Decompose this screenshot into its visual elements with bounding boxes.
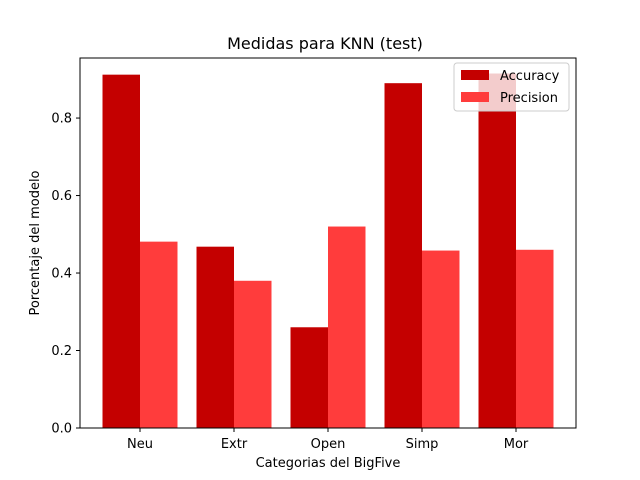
- y-tick-label-4: 0.8: [51, 112, 72, 127]
- x-tick-label-mor: Mor: [504, 437, 529, 452]
- y-tick-label-2: 0.4: [51, 267, 72, 282]
- bars-group: [102, 73, 554, 429]
- legend: Accuracy Precision: [453, 62, 570, 112]
- x-tick-label-extr: Extr: [221, 437, 248, 452]
- bar-accuracy-extr: [196, 246, 234, 428]
- y-tick-label-0: 0.0: [51, 422, 72, 437]
- legend-label-precision: Precision: [500, 91, 558, 106]
- x-axis-label: Categorias del BigFive: [256, 456, 401, 471]
- y-tick-label-1: 0.2: [51, 344, 72, 359]
- bar-precision-open: [328, 226, 366, 428]
- y-axis: 0.0 0.2 0.4 0.6 0.8: [51, 112, 80, 437]
- chart-title: Medidas para KNN (test): [227, 34, 423, 53]
- bar-precision-neu: [140, 241, 178, 428]
- bar-precision-mor: [516, 249, 554, 428]
- legend-label-accuracy: Accuracy: [500, 69, 560, 84]
- bar-accuracy-open: [290, 327, 328, 428]
- x-axis: Neu Extr Open Simp Mor: [127, 428, 529, 452]
- legend-swatch-precision: [461, 92, 489, 102]
- x-tick-label-neu: Neu: [127, 437, 153, 452]
- x-tick-label-simp: Simp: [406, 437, 439, 452]
- y-tick-label-3: 0.6: [51, 189, 72, 204]
- bar-precision-extr: [234, 280, 272, 428]
- x-tick-label-open: Open: [311, 437, 346, 452]
- legend-swatch-accuracy: [461, 70, 489, 80]
- bar-accuracy-mor: [478, 73, 516, 429]
- bar-accuracy-neu: [102, 74, 140, 429]
- bar-accuracy-simp: [384, 83, 422, 429]
- bar-precision-simp: [422, 250, 460, 428]
- y-axis-label: Porcentaje del modelo: [28, 170, 43, 315]
